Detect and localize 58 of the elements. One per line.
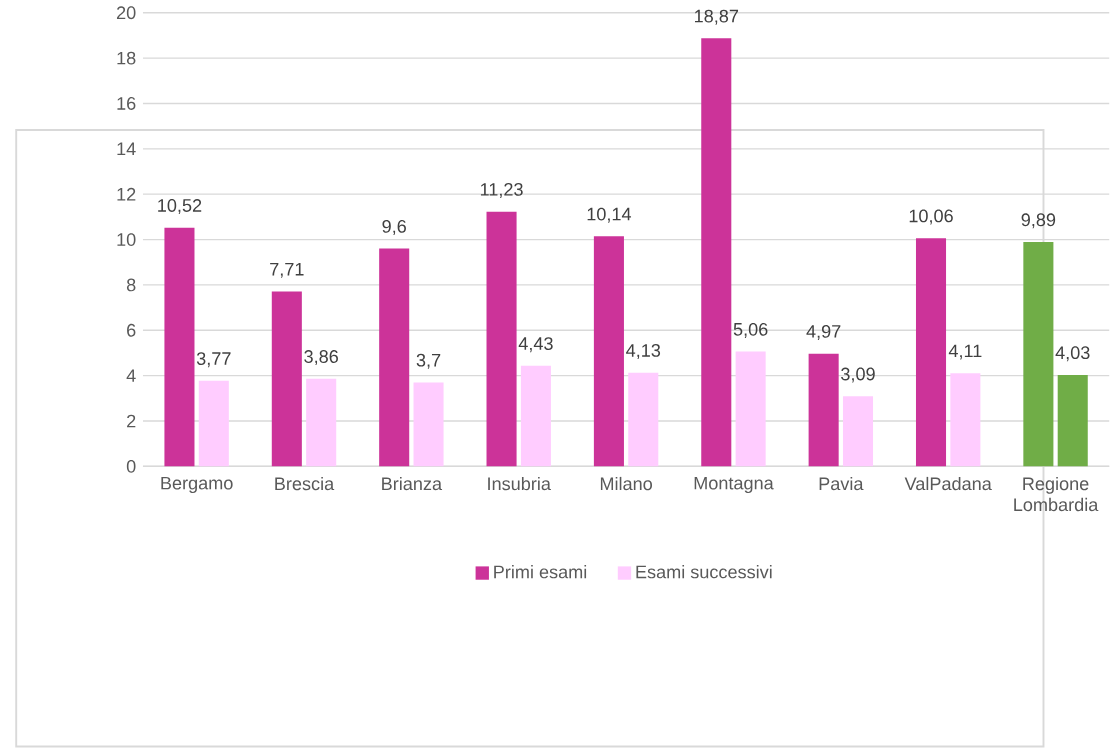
bar bbox=[915, 238, 947, 467]
data-label: 9,6 bbox=[382, 219, 406, 235]
y-tick-label: 8 bbox=[126, 278, 136, 292]
data-label: 7,71 bbox=[270, 262, 304, 278]
bar bbox=[198, 380, 229, 467]
y-tick-label: 14 bbox=[117, 142, 136, 155]
x-tick-label: Insubria bbox=[488, 476, 551, 491]
data-label: 3,09 bbox=[841, 367, 875, 383]
legend-label: Esami successivi bbox=[636, 564, 772, 579]
x-tick-label: Bergamo bbox=[161, 476, 233, 493]
x-tick-label: Pavia bbox=[819, 476, 864, 491]
bar bbox=[379, 248, 410, 467]
data-label: 18,87 bbox=[695, 9, 739, 25]
data-label: 3,77 bbox=[196, 352, 231, 367]
y-tick-label: 16 bbox=[117, 96, 136, 110]
bar bbox=[1023, 241, 1054, 467]
bar bbox=[164, 227, 195, 467]
bar bbox=[271, 291, 302, 467]
y-tick-label: 6 bbox=[127, 323, 136, 337]
data-label: 10,06 bbox=[909, 209, 953, 225]
y-tick-label: 18 bbox=[117, 51, 136, 65]
data-label: 11,23 bbox=[480, 182, 523, 198]
bar bbox=[735, 351, 766, 467]
x-tick-label: Brescia bbox=[275, 476, 335, 491]
bar bbox=[842, 396, 874, 467]
bar bbox=[593, 236, 624, 467]
y-tick-label: 2 bbox=[127, 414, 136, 428]
bar bbox=[413, 382, 444, 467]
data-label: 4,97 bbox=[806, 324, 841, 340]
bar bbox=[1057, 374, 1088, 467]
data-label: 9,89 bbox=[1021, 213, 1056, 229]
y-tick-label: 0 bbox=[126, 459, 136, 473]
bar bbox=[950, 372, 981, 467]
data-label: 10,52 bbox=[158, 198, 202, 214]
data-label: 4,11 bbox=[948, 344, 982, 360]
x-tick-label: ValPadana bbox=[904, 476, 992, 491]
x-tick-label: Regione Lombardia bbox=[1014, 476, 1099, 511]
data-label: 4,03 bbox=[1055, 346, 1090, 362]
bar bbox=[808, 353, 839, 467]
data-label: 3,86 bbox=[304, 349, 338, 365]
bar bbox=[520, 365, 551, 467]
data-label: 4,43 bbox=[518, 337, 553, 353]
data-label: 10,14 bbox=[587, 207, 632, 223]
bar bbox=[306, 378, 337, 467]
data-label: 4,13 bbox=[626, 343, 661, 359]
y-tick-label: 12 bbox=[117, 187, 136, 201]
legend-label: Primi esami bbox=[494, 564, 587, 579]
y-tick-label: 20 bbox=[116, 6, 136, 19]
x-tick-label: Montagna bbox=[694, 476, 774, 493]
data-label: 5,06 bbox=[733, 322, 768, 338]
y-tick-label: 10 bbox=[117, 232, 136, 246]
data-label: 3,7 bbox=[416, 353, 441, 369]
y-tick-label: 4 bbox=[126, 369, 136, 382]
x-tick-label: Brianza bbox=[382, 476, 443, 491]
x-tick-label: Milano bbox=[600, 476, 653, 491]
bar bbox=[628, 372, 659, 467]
bar bbox=[486, 211, 517, 467]
bar bbox=[701, 38, 732, 467]
